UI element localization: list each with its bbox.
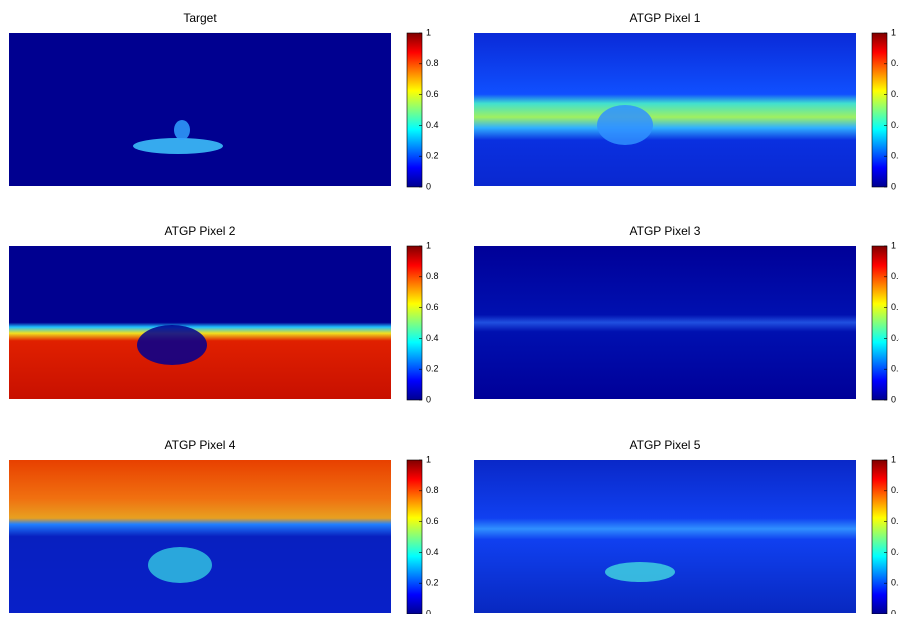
- colorbar-tick-label: 1: [426, 454, 431, 464]
- image: [9, 460, 391, 613]
- colorbar-tick-label: 0.6: [891, 89, 899, 99]
- image-feature: [605, 562, 675, 582]
- panel-title: ATGP Pixel 5: [630, 438, 701, 452]
- colorbar-tick-label: 1: [426, 240, 431, 250]
- colorbar-tick-label: 0.6: [891, 302, 899, 312]
- colorbar: [406, 459, 423, 615]
- colorbar: [406, 245, 423, 401]
- colorbar-tick-label: 0.4: [426, 120, 439, 130]
- panel-title: ATGP Pixel 4: [165, 438, 236, 452]
- panel-title: Target: [183, 11, 217, 25]
- colorbar: [871, 32, 888, 188]
- panel-title: ATGP Pixel 2: [165, 224, 236, 238]
- colorbar-tick-label: 0: [426, 394, 431, 404]
- colorbar-tick-label: 0.2: [426, 578, 439, 588]
- image-feature: [137, 325, 207, 365]
- colorbar-tick-label: 0: [891, 394, 896, 404]
- colorbar-tick-label: 0.4: [426, 547, 439, 557]
- colorbar-tick-label: 0.8: [891, 271, 899, 281]
- colorbar-tick-label: 1: [891, 454, 896, 464]
- colorbar-tick-label: 0.6: [426, 516, 439, 526]
- panel-title: ATGP Pixel 3: [630, 224, 701, 238]
- colorbar-tick-label: 0.2: [426, 151, 439, 161]
- colorbar-tick-label: 0: [891, 181, 896, 191]
- colorbar-tick-label: 0.2: [891, 364, 899, 374]
- image-feature: [174, 120, 190, 140]
- image: [9, 33, 391, 186]
- colorbar-tick-label: 0.6: [426, 89, 439, 99]
- image-feature: [133, 138, 223, 154]
- colorbar-tick-label: 0: [426, 608, 431, 614]
- colorbar-tick-label: 0.8: [891, 58, 899, 68]
- colorbar: [871, 459, 888, 615]
- colorbar-tick-label: 0.2: [891, 578, 899, 588]
- panel-title: ATGP Pixel 1: [630, 11, 701, 25]
- colorbar-tick-label: 0.2: [426, 364, 439, 374]
- colorbar-tick-label: 0.2: [891, 151, 899, 161]
- colorbar-tick-label: 1: [426, 27, 431, 37]
- colorbar-tick-label: 0.4: [891, 547, 899, 557]
- colorbar-tick-label: 0.8: [426, 271, 439, 281]
- image-feature: [597, 105, 653, 145]
- image: [9, 246, 391, 399]
- image: [474, 33, 856, 186]
- colorbar-tick-label: 0.6: [426, 302, 439, 312]
- colorbar-tick-label: 1: [891, 27, 896, 37]
- colorbar-tick-label: 0.4: [891, 333, 899, 343]
- colorbar-tick-label: 0.4: [891, 120, 899, 130]
- colorbar-tick-label: 0.8: [426, 58, 439, 68]
- image: [474, 460, 856, 613]
- colorbar-tick-label: 0.6: [891, 516, 899, 526]
- colorbar-tick-label: 0.8: [426, 485, 439, 495]
- image-feature: [148, 547, 212, 583]
- colorbar-tick-label: 0.4: [426, 333, 439, 343]
- image: [474, 246, 856, 399]
- colorbar: [871, 245, 888, 401]
- colorbar-tick-label: 1: [891, 240, 896, 250]
- colorbar: [406, 32, 423, 188]
- colorbar-tick-label: 0.8: [891, 485, 899, 495]
- colorbar-tick-label: 0: [426, 181, 431, 191]
- colorbar-tick-label: 0: [891, 608, 896, 614]
